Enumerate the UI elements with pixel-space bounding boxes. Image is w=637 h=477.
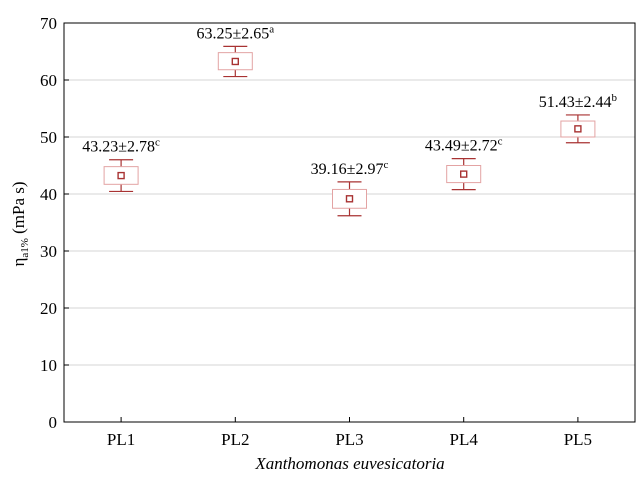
box-pl4 (446, 158, 482, 191)
mean-marker (574, 125, 582, 133)
box-body (446, 165, 482, 184)
data-label-value: 43.49±2.72 (425, 138, 498, 155)
data-label-letter: b (612, 92, 618, 104)
y-tick-label: 40 (40, 185, 57, 204)
mean-marker (345, 195, 354, 203)
y-tick-label: 10 (40, 356, 57, 375)
data-label-pl1: 43.23±2.78c (82, 137, 160, 156)
box-pl5 (560, 114, 596, 144)
x-axis-ticks: PL1 PL2 PL3 PL4 PL5 (107, 417, 592, 449)
data-label-letter: c (498, 136, 503, 148)
box-body (560, 120, 596, 138)
box-pl2 (217, 45, 253, 78)
y-tick-label: 0 (49, 413, 58, 432)
x-tick-label: PL2 (221, 430, 249, 449)
mean-marker (231, 57, 240, 66)
y-axis-label-unit: (mPa s) (9, 181, 28, 238)
data-label-pl3: 39.16±2.97c (311, 159, 389, 178)
data-label-pl2: 63.25±2.65a (196, 23, 274, 42)
data-label-value: 43.23±2.78 (82, 139, 155, 156)
y-axis-label-main: η (9, 258, 28, 267)
y-tick-label: 30 (40, 242, 57, 261)
y-axis-label-sub: a1% (19, 238, 31, 258)
data-label-pl5: 51.43±2.44b (539, 92, 618, 111)
mean-marker (117, 171, 125, 180)
y-tick-label: 60 (40, 71, 57, 90)
data-label-pl4: 43.49±2.72c (425, 136, 503, 155)
data-labels: 43.23±2.78c63.25±2.65a39.16±2.97c43.49±2… (82, 23, 617, 177)
data-label-letter: c (383, 159, 388, 171)
data-label-letter: c (155, 137, 160, 149)
x-tick-label: PL1 (107, 430, 135, 449)
y-tick-label: 20 (40, 299, 57, 318)
box-body (103, 166, 139, 185)
boxes (103, 45, 596, 217)
box-pl3 (332, 181, 367, 217)
plot-frame (63, 22, 636, 423)
data-label-value: 39.16±2.97 (311, 161, 384, 178)
mean-marker (460, 170, 468, 178)
y-tick-label: 70 (40, 14, 57, 33)
y-axis-ticks: 0 10 20 30 40 50 60 70 (40, 14, 69, 432)
y-tick-label: 50 (40, 128, 57, 147)
x-axis-label: Xanthomonas euvesicatoria (254, 454, 444, 473)
box-body (217, 52, 253, 71)
data-label-value: 51.43±2.44 (539, 94, 612, 111)
box-pl1 (103, 159, 139, 193)
data-label-letter: a (269, 23, 274, 35)
axes (63, 22, 636, 423)
x-tick-label: PL5 (564, 430, 592, 449)
box-body (332, 188, 367, 209)
y-axis-label: ηa1% (mPa s) (9, 181, 31, 266)
data-label-value: 63.25±2.65 (196, 25, 269, 42)
x-tick-label: PL4 (450, 430, 479, 449)
x-tick-label: PL3 (335, 430, 363, 449)
grid-lines (64, 79, 635, 366)
